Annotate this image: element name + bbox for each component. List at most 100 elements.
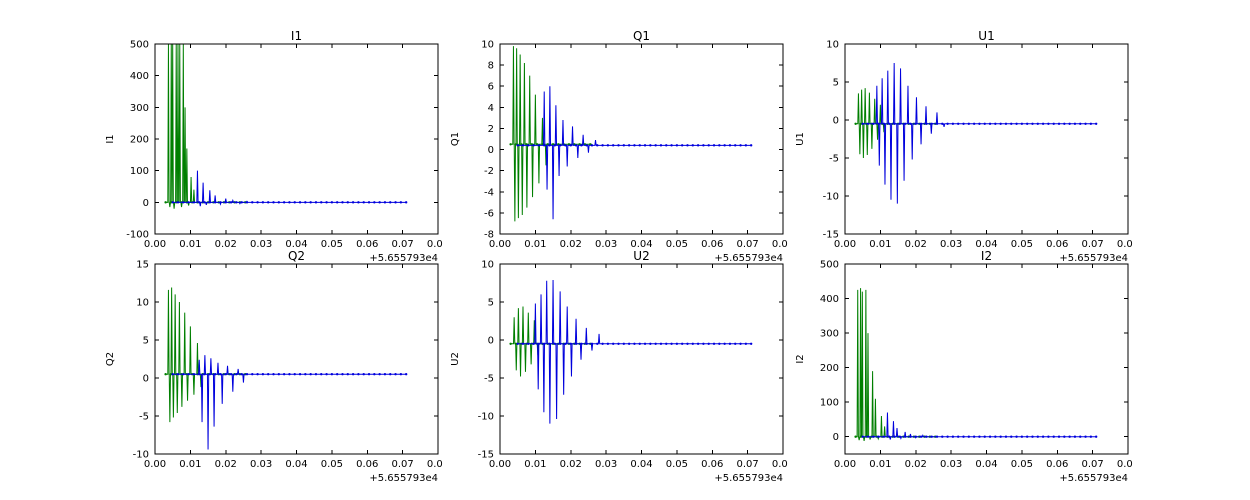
svg-text:10: 10 — [481, 260, 494, 271]
svg-text:0.04: 0.04 — [630, 239, 652, 250]
y-axis-label: Q2 — [105, 352, 116, 366]
svg-text:0.06: 0.06 — [701, 459, 723, 470]
axes-frame — [154, 43, 439, 235]
svg-text:0.00: 0.00 — [834, 239, 856, 250]
x-axis-offset-label: +5.655793e4 — [369, 253, 438, 264]
axes-frame — [499, 263, 784, 455]
svg-text:-10: -10 — [133, 450, 149, 461]
svg-text:0.03: 0.03 — [595, 459, 617, 470]
svg-text:-10: -10 — [823, 192, 839, 203]
series-channel-green — [510, 306, 592, 377]
svg-text:0.01: 0.01 — [524, 459, 546, 470]
svg-text:-2: -2 — [484, 166, 494, 177]
svg-text:500: 500 — [820, 260, 839, 271]
svg-text:0: 0 — [833, 432, 839, 443]
svg-text:0.06: 0.06 — [1046, 239, 1068, 250]
series-channel-blue — [172, 170, 407, 207]
svg-text:0.01: 0.01 — [179, 459, 201, 470]
svg-text:0.04: 0.04 — [285, 239, 307, 250]
svg-text:0.00: 0.00 — [489, 239, 511, 250]
svg-text:-4: -4 — [484, 187, 494, 198]
x-axis-offset-label: +5.655793e4 — [369, 473, 438, 484]
series-channel-green — [510, 46, 592, 222]
svg-text:0: 0 — [833, 116, 839, 127]
svg-text:0.06: 0.06 — [1046, 459, 1068, 470]
svg-text:0.07: 0.07 — [1081, 239, 1103, 250]
chart-title: I2 — [981, 250, 992, 263]
series-channel-blue — [862, 62, 1097, 204]
svg-text:0.07: 0.07 — [736, 459, 758, 470]
svg-text:10: 10 — [136, 298, 149, 309]
svg-text:0.02: 0.02 — [905, 459, 927, 470]
chart-canvas-q1: 0.00 0.01 0.02 0.03 0.04 0.05 0.06 0.07 0.08 -8 -6… — [450, 29, 794, 264]
svg-text:-6: -6 — [484, 208, 494, 219]
chart-title: Q2 — [288, 250, 305, 263]
subplot-u1: 0.00 0.01 0.02 0.03 0.04 0.05 0.06 0.07 0.08 -15 -… — [788, 29, 1139, 264]
y-axis-label: U1 — [795, 132, 806, 146]
svg-text:0.05: 0.05 — [321, 239, 343, 250]
svg-text:5: 5 — [488, 298, 494, 309]
svg-text:0.03: 0.03 — [250, 459, 272, 470]
svg-text:0.08: 0.08 — [772, 239, 788, 250]
svg-text:4: 4 — [488, 103, 494, 114]
svg-text:0.04: 0.04 — [975, 459, 997, 470]
svg-text:-100: -100 — [126, 230, 149, 241]
chart-canvas-q2: 0.00 0.01 0.02 0.03 0.04 0.05 0.06 0.07 0.08 -10 -… — [105, 249, 449, 484]
svg-text:0: 0 — [143, 198, 149, 209]
svg-text:0.03: 0.03 — [940, 239, 962, 250]
svg-text:-5: -5 — [139, 412, 149, 423]
svg-text:-8: -8 — [484, 230, 494, 241]
chart-title: Q1 — [633, 30, 650, 43]
svg-text:0.01: 0.01 — [869, 459, 891, 470]
series-channel-green — [165, 44, 247, 209]
series-channel-green — [165, 287, 247, 423]
y-axis-label: I2 — [795, 354, 806, 363]
svg-text:0.06: 0.06 — [356, 459, 378, 470]
svg-text:0.02: 0.02 — [560, 239, 582, 250]
svg-text:0.07: 0.07 — [736, 239, 758, 250]
svg-text:0.08: 0.08 — [427, 239, 443, 250]
y-axis-label: I1 — [105, 134, 116, 143]
subplot-i1: 0.00 0.01 0.02 0.03 0.04 0.05 0.06 0.07 0.08 -100… — [98, 29, 449, 264]
chart-title: I1 — [291, 30, 302, 43]
svg-text:0.01: 0.01 — [179, 239, 201, 250]
plot-area — [509, 46, 753, 222]
y-axis-label: U2 — [450, 352, 461, 366]
svg-text:200: 200 — [130, 135, 149, 146]
svg-text:10: 10 — [481, 40, 494, 51]
y-axis-label: Q1 — [450, 132, 461, 146]
svg-text:0: 0 — [488, 336, 494, 347]
svg-text:0.04: 0.04 — [630, 459, 652, 470]
svg-text:0.01: 0.01 — [869, 239, 891, 250]
svg-text:0.08: 0.08 — [772, 459, 788, 470]
svg-text:0.00: 0.00 — [489, 459, 511, 470]
series-channel-blue — [172, 355, 407, 450]
axes-frame — [499, 43, 784, 235]
svg-text:400: 400 — [820, 294, 839, 305]
chart-title: U1 — [978, 30, 994, 43]
svg-text:500: 500 — [130, 40, 149, 51]
svg-text:0.05: 0.05 — [666, 239, 688, 250]
svg-text:0.05: 0.05 — [666, 459, 688, 470]
svg-text:15: 15 — [136, 260, 149, 271]
chart-canvas-i1: 0.00 0.01 0.02 0.03 0.04 0.05 0.06 0.07 0.08 -100… — [105, 29, 449, 264]
svg-text:6: 6 — [488, 82, 494, 93]
svg-text:-15: -15 — [823, 230, 839, 241]
plot-area — [854, 288, 1098, 441]
svg-text:-5: -5 — [829, 154, 839, 165]
subplot-q2: 0.00 0.01 0.02 0.03 0.04 0.05 0.06 0.07 0.08 -10 -… — [98, 249, 449, 484]
x-axis-offset-label: +5.655793e4 — [714, 253, 783, 264]
chart-title: U2 — [633, 250, 649, 263]
svg-text:0.08: 0.08 — [1117, 459, 1133, 470]
svg-text:-15: -15 — [478, 450, 494, 461]
svg-text:0.07: 0.07 — [391, 459, 413, 470]
svg-text:0.05: 0.05 — [1011, 239, 1033, 250]
svg-text:0.01: 0.01 — [524, 239, 546, 250]
svg-text:-5: -5 — [484, 374, 494, 385]
series-channel-green — [855, 288, 937, 441]
svg-text:0: 0 — [488, 145, 494, 156]
subplot-i2: 0.00 0.01 0.02 0.03 0.04 0.05 0.06 0.07 0.08 0 100… — [788, 249, 1139, 484]
svg-text:100: 100 — [820, 398, 839, 409]
svg-text:0.04: 0.04 — [285, 459, 307, 470]
